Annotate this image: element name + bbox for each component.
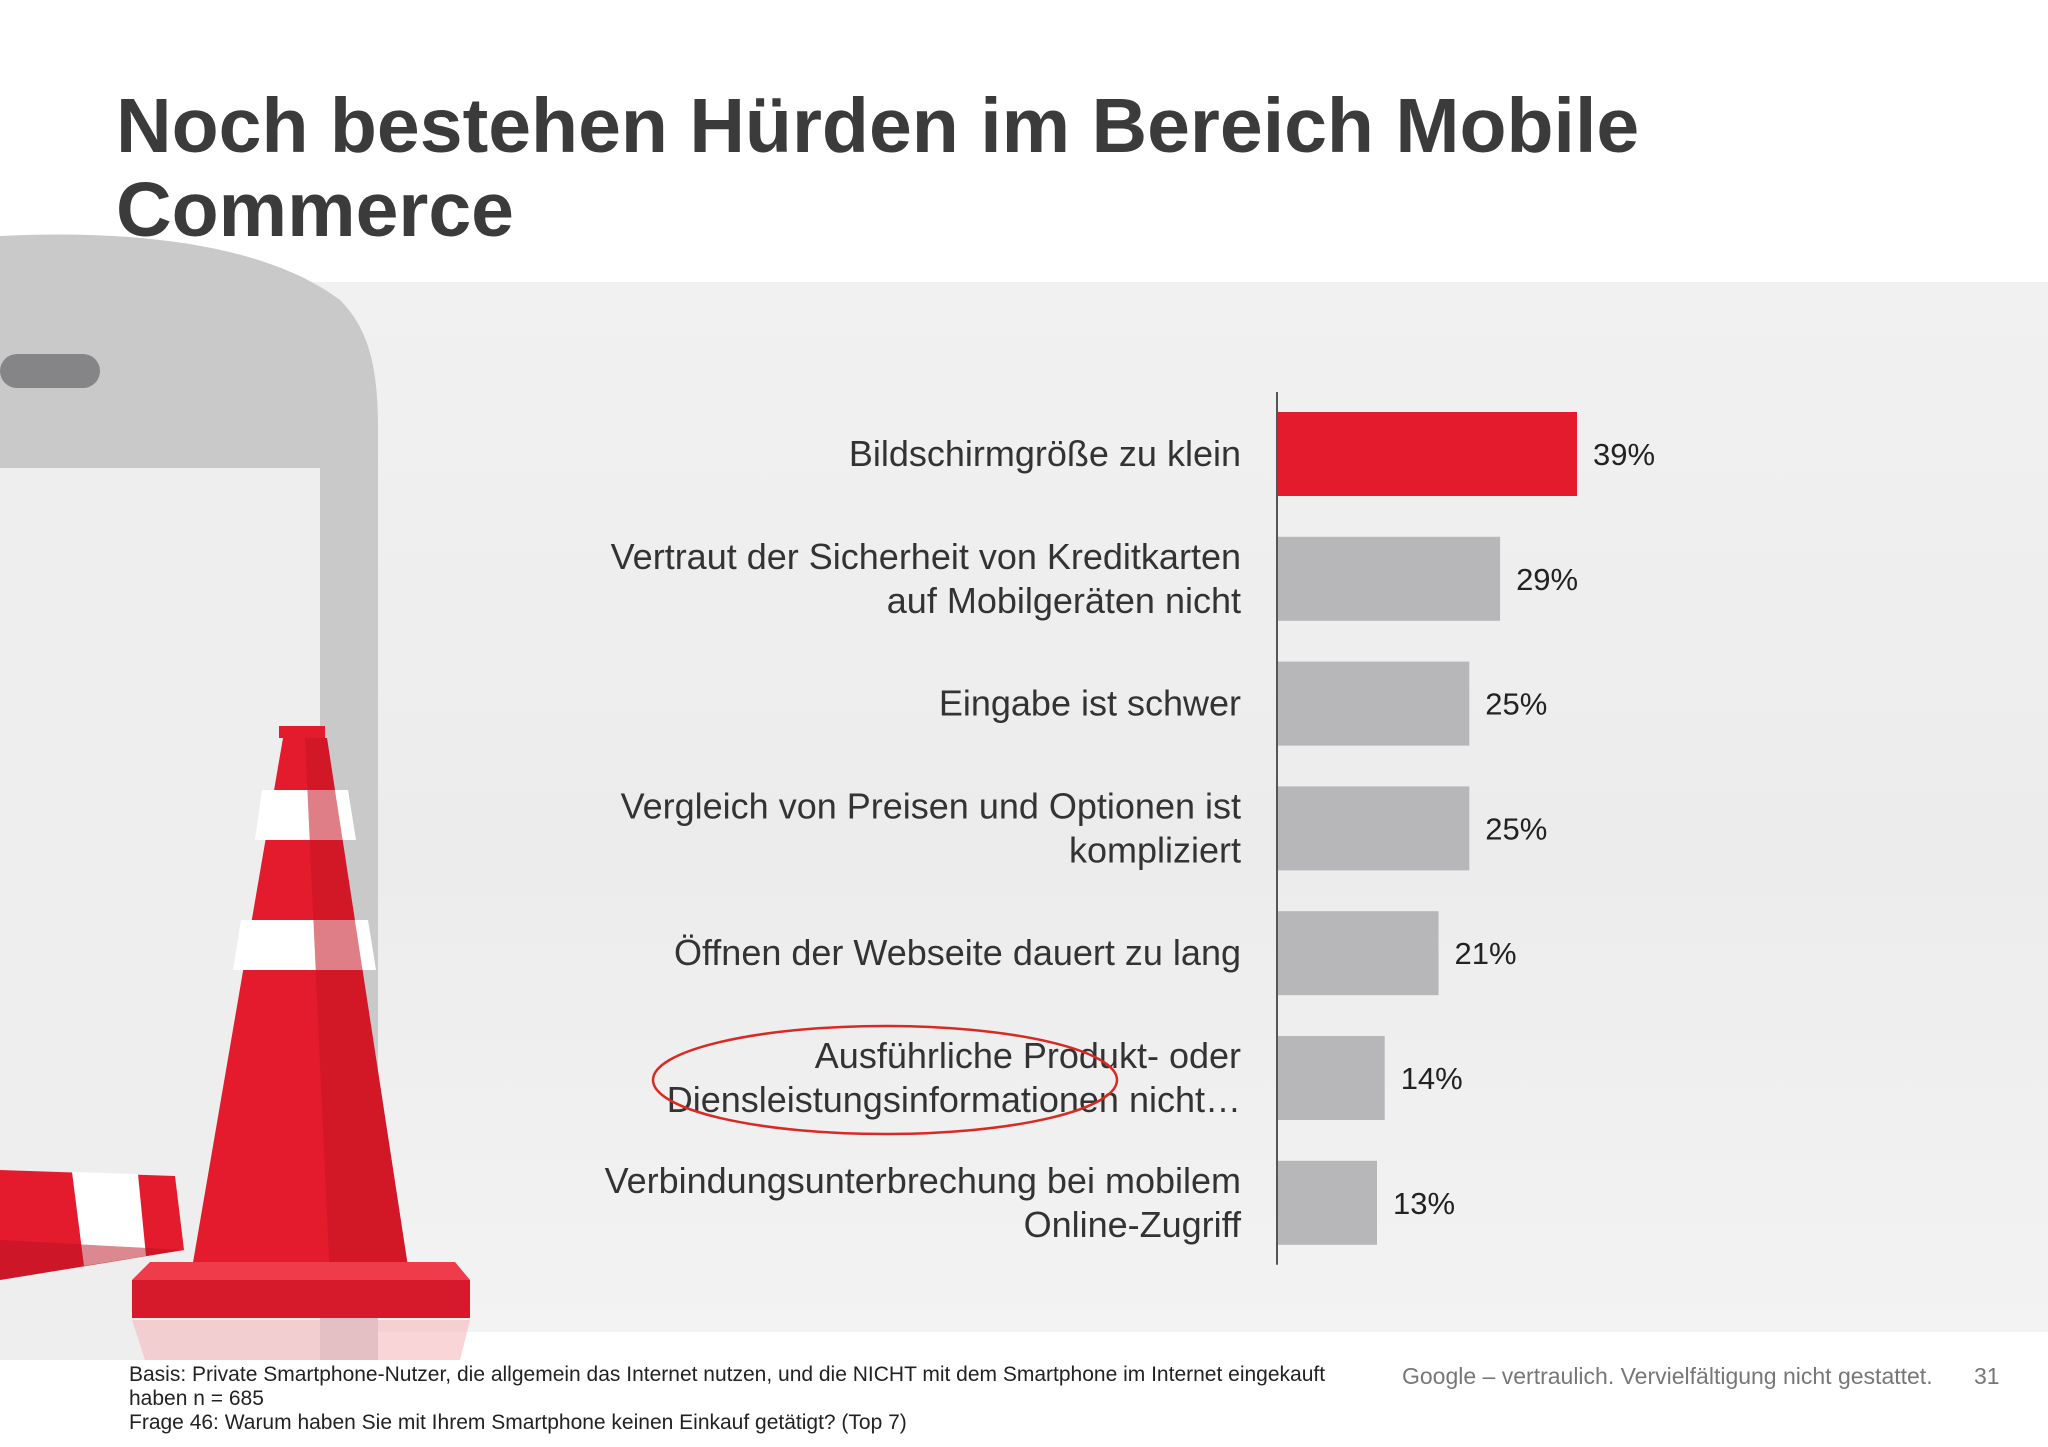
- value-label: 29%: [1516, 562, 1578, 597]
- value-label: 25%: [1485, 811, 1547, 846]
- bar: [1277, 1160, 1377, 1245]
- bar: [1277, 1036, 1385, 1120]
- bar: [1277, 911, 1439, 996]
- value-label: 13%: [1393, 1186, 1455, 1221]
- bar: [1277, 661, 1470, 746]
- footer-question: Frage 46: Warum haben Sie mit Ihrem Smar…: [129, 1411, 907, 1434]
- footer-basis-continued: haben n = 685: [129, 1387, 264, 1410]
- value-label: 21%: [1455, 936, 1517, 971]
- category-label: Bildschirmgröße zu klein: [849, 433, 1241, 474]
- confidentiality-note: Google – vertraulich. Vervielfältigung n…: [1402, 1363, 1933, 1389]
- highlight-circle: [651, 1024, 1119, 1136]
- bar: [1277, 536, 1501, 621]
- bar: [1277, 786, 1470, 871]
- footer-basis: Basis: Private Smartphone-Nutzer, die al…: [129, 1363, 1326, 1386]
- fallen-traffic-cone-icon: [0, 1170, 184, 1280]
- bar-chart: 39% 29% 25% 25% 21% 14% 13% Bildschirmgröße zu…: [605, 392, 1655, 1265]
- category-label: Ausführliche Produkt- oder Diensleistungs…: [667, 1035, 1241, 1120]
- traffic-cone-icon: [132, 726, 470, 1360]
- category-label: Vertraut der Sicherheit von Kreditkarten…: [611, 536, 1241, 621]
- category-label: Vergleich von Preisen und Optionen ist ko…: [621, 785, 1241, 870]
- bar: [1277, 412, 1577, 496]
- category-label: Verbindungsunterbrechung bei mobilem Onli…: [605, 1160, 1242, 1245]
- category-label: Eingabe ist schwer: [939, 683, 1241, 724]
- value-label: 14%: [1401, 1061, 1463, 1096]
- page-title: Noch bestehen Hürden im Bereich Mobile C…: [116, 83, 1640, 253]
- footer-note: Basis: Private Smartphone-Nutzer, die al…: [129, 1363, 1379, 1435]
- value-label: 39%: [1593, 437, 1655, 472]
- phone-and-cone-illustration: [0, 234, 470, 1360]
- category-label: Öffnen der Webseite dauert zu lang: [674, 932, 1241, 973]
- page-number: 31: [1974, 1363, 2000, 1389]
- value-label: 25%: [1485, 687, 1547, 722]
